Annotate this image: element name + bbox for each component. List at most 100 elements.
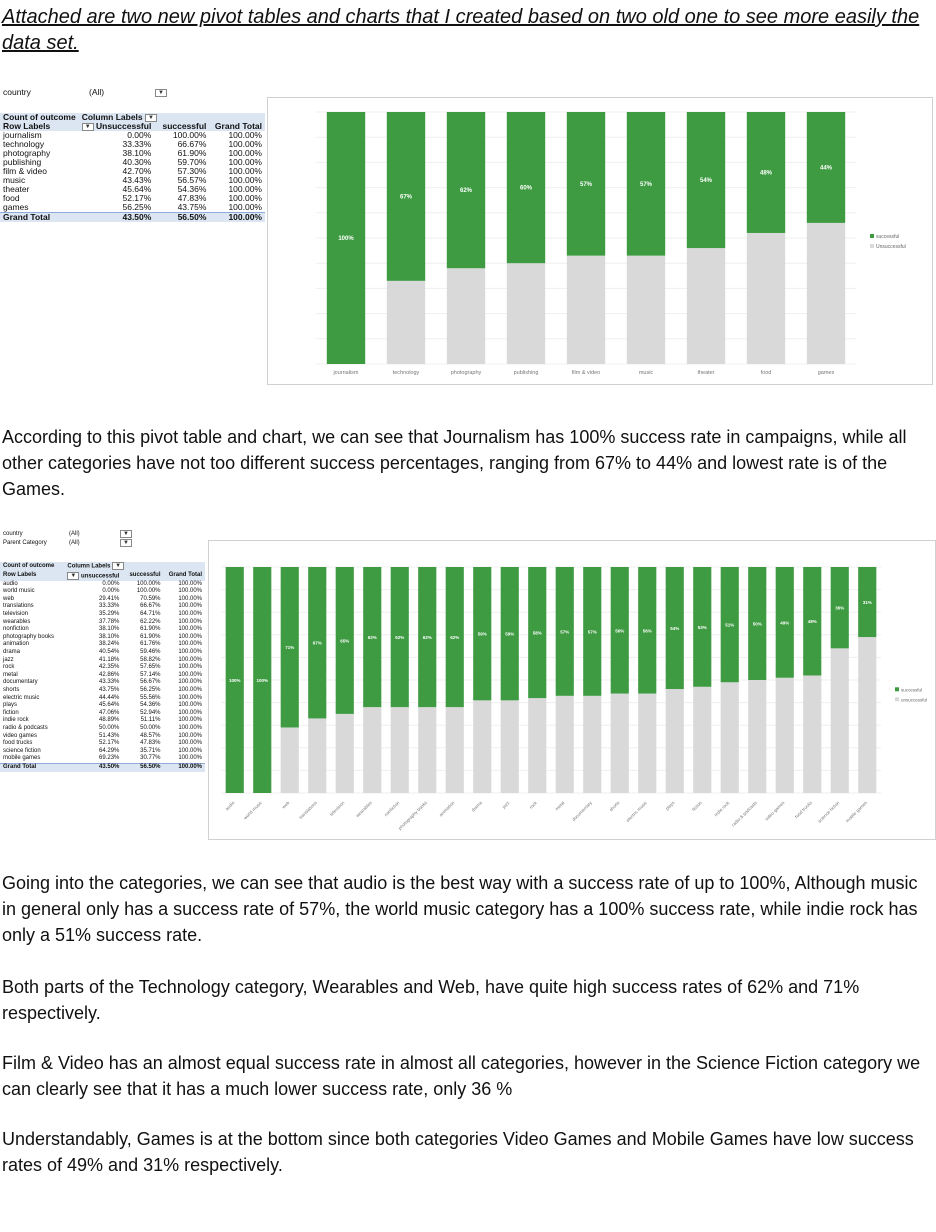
bar-successful — [610, 567, 629, 694]
filter-dropdown-icon[interactable]: ▼ — [155, 88, 167, 97]
category-tick-label: science fiction — [817, 800, 841, 824]
table-row: indie rock 48.89% 51.11% 100.00% — [0, 717, 205, 725]
pivot-filter-table: country (All) ▼ — [0, 88, 170, 97]
col-header-unsuccessful: Unsuccessful — [96, 121, 152, 131]
cell-successful: 100.00% — [136, 588, 161, 595]
row-label: rock — [3, 664, 15, 671]
table-row: fiction 47.06% 52.94% 100.00% — [0, 710, 205, 718]
cell-grand-total: 100.00% — [178, 740, 202, 747]
column-labels-dropdown-icon[interactable]: ▼ — [145, 113, 157, 122]
category-tick-label: television — [329, 800, 346, 817]
cell-unsuccessful: 0.00% — [127, 130, 152, 140]
bar-successful — [326, 112, 366, 364]
bar-successful — [748, 567, 767, 680]
total-successful: 56.50% — [154, 212, 210, 222]
cell-unsuccessful: 38.10% — [99, 633, 120, 640]
cell-successful: 66.67% — [140, 603, 161, 610]
cell-grand-total: 100.00% — [178, 694, 202, 701]
cell-successful: 47.83% — [140, 740, 161, 747]
bar-successful — [386, 112, 426, 281]
cell-unsuccessful: 50.00% — [99, 724, 120, 731]
category-tick-label: wearables — [355, 800, 374, 819]
table-row: food trucks 52.17% 47.83% 100.00% — [0, 740, 205, 748]
cell-successful: 62.22% — [140, 618, 161, 625]
data-label: 67% — [313, 641, 322, 646]
cell-successful: 54.36% — [140, 702, 161, 709]
bar-successful — [363, 567, 382, 708]
cell-successful: 43.75% — [177, 202, 207, 212]
data-label: 48% — [760, 170, 773, 176]
bar-successful — [566, 112, 606, 256]
pivot-header-row: Count of outcome Column Labels ▼ — [0, 562, 205, 572]
bar-successful — [418, 567, 437, 708]
pivot-header-row: Row Labels ▼ Unsuccessful successful Gra… — [0, 122, 265, 131]
cell-unsuccessful: 43.43% — [122, 175, 152, 185]
cell-successful: 57.14% — [140, 671, 161, 678]
bar-unsuccessful — [308, 718, 327, 793]
bar-unsuccessful — [638, 693, 657, 793]
cell-successful: 61.90% — [140, 633, 161, 640]
grand-total-row: Grand Total 43.50% 56.50% 100.00% — [0, 212, 265, 222]
row-label: world music — [3, 588, 35, 595]
cell-grand-total: 100.00% — [178, 702, 202, 709]
category-tick-label: documentary — [571, 800, 593, 822]
total-label: Grand Total — [0, 212, 79, 222]
data-label: 65% — [340, 638, 349, 643]
row-label: food — [3, 193, 20, 203]
legend-swatch-successful — [870, 234, 874, 238]
category-tick-label: world music — [243, 800, 264, 821]
category-tick-label: rock — [528, 800, 538, 810]
cell-successful: 48.57% — [140, 732, 161, 739]
category-tick-label: web — [281, 800, 291, 810]
cell-unsuccessful: 38.10% — [122, 148, 152, 158]
cell-grand-total: 100.00% — [178, 595, 202, 602]
table-row: rock 42.35% 57.65% 100.00% — [0, 664, 205, 672]
bar-unsuccessful — [500, 700, 519, 793]
bar-successful — [555, 567, 574, 696]
table-row: nonfiction 38.10% 61.90% 100.00% — [0, 626, 205, 634]
col-header-grand-total: Grand Total — [209, 122, 265, 131]
filter-row: country (All) ▼ — [0, 530, 135, 540]
row-label: audio — [3, 580, 18, 587]
cell-unsuccessful: 52.17% — [122, 193, 152, 203]
cell-successful: 55.56% — [140, 694, 161, 701]
bar-unsuccessful — [386, 280, 426, 364]
bar-unsuccessful — [830, 648, 849, 793]
bar-successful — [803, 567, 822, 676]
row-label: games — [3, 202, 29, 212]
category-tick-label: drama — [470, 800, 483, 813]
bar-unsuccessful — [555, 695, 574, 793]
category-tick-label: technology — [393, 370, 420, 376]
bar-unsuccessful — [610, 693, 629, 793]
filter-dropdown-icon[interactable]: ▼ — [120, 530, 132, 538]
cell-successful: 100.00% — [136, 580, 161, 587]
category-tick-label: animation — [438, 800, 456, 818]
filter-value: (All) — [66, 539, 117, 549]
cell-successful: 59.46% — [140, 649, 161, 656]
cell-unsuccessful: 56.25% — [122, 202, 152, 212]
cell-grand-total: 100.00% — [228, 157, 262, 167]
filter-dropdown-icon[interactable]: ▼ — [120, 539, 132, 548]
cell-grand-total: 100.00% — [178, 580, 202, 587]
paragraph-1: According to this pivot table and chart,… — [2, 427, 907, 499]
cell-unsuccessful: 38.10% — [99, 626, 120, 633]
category-tick-label: metal — [554, 800, 565, 811]
cell-grand-total: 100.00% — [228, 193, 262, 203]
cell-unsuccessful: 45.64% — [99, 702, 120, 709]
data-label: 57% — [560, 629, 569, 634]
data-label: 44% — [820, 165, 833, 171]
bar-unsuccessful — [693, 686, 712, 793]
data-label: 57% — [580, 182, 593, 188]
cell-successful: 30.77% — [140, 755, 161, 762]
col-header-unsuccessful: unsuccessful — [81, 573, 120, 580]
table-row: audio 0.00% 100.00% 100.00% — [0, 581, 205, 589]
bar-successful — [225, 567, 244, 793]
row-labels-dropdown-icon[interactable]: ▼ — [67, 571, 80, 580]
column-labels-dropdown-icon[interactable]: ▼ — [112, 562, 125, 571]
bar-successful — [528, 567, 547, 699]
col-header-successful: successful — [122, 571, 164, 581]
cell-successful: 56.25% — [140, 687, 161, 693]
bar-unsuccessful — [803, 675, 822, 793]
cell-unsuccessful: 48.89% — [99, 717, 120, 724]
row-labels-dropdown-icon[interactable]: ▼ — [81, 122, 94, 131]
